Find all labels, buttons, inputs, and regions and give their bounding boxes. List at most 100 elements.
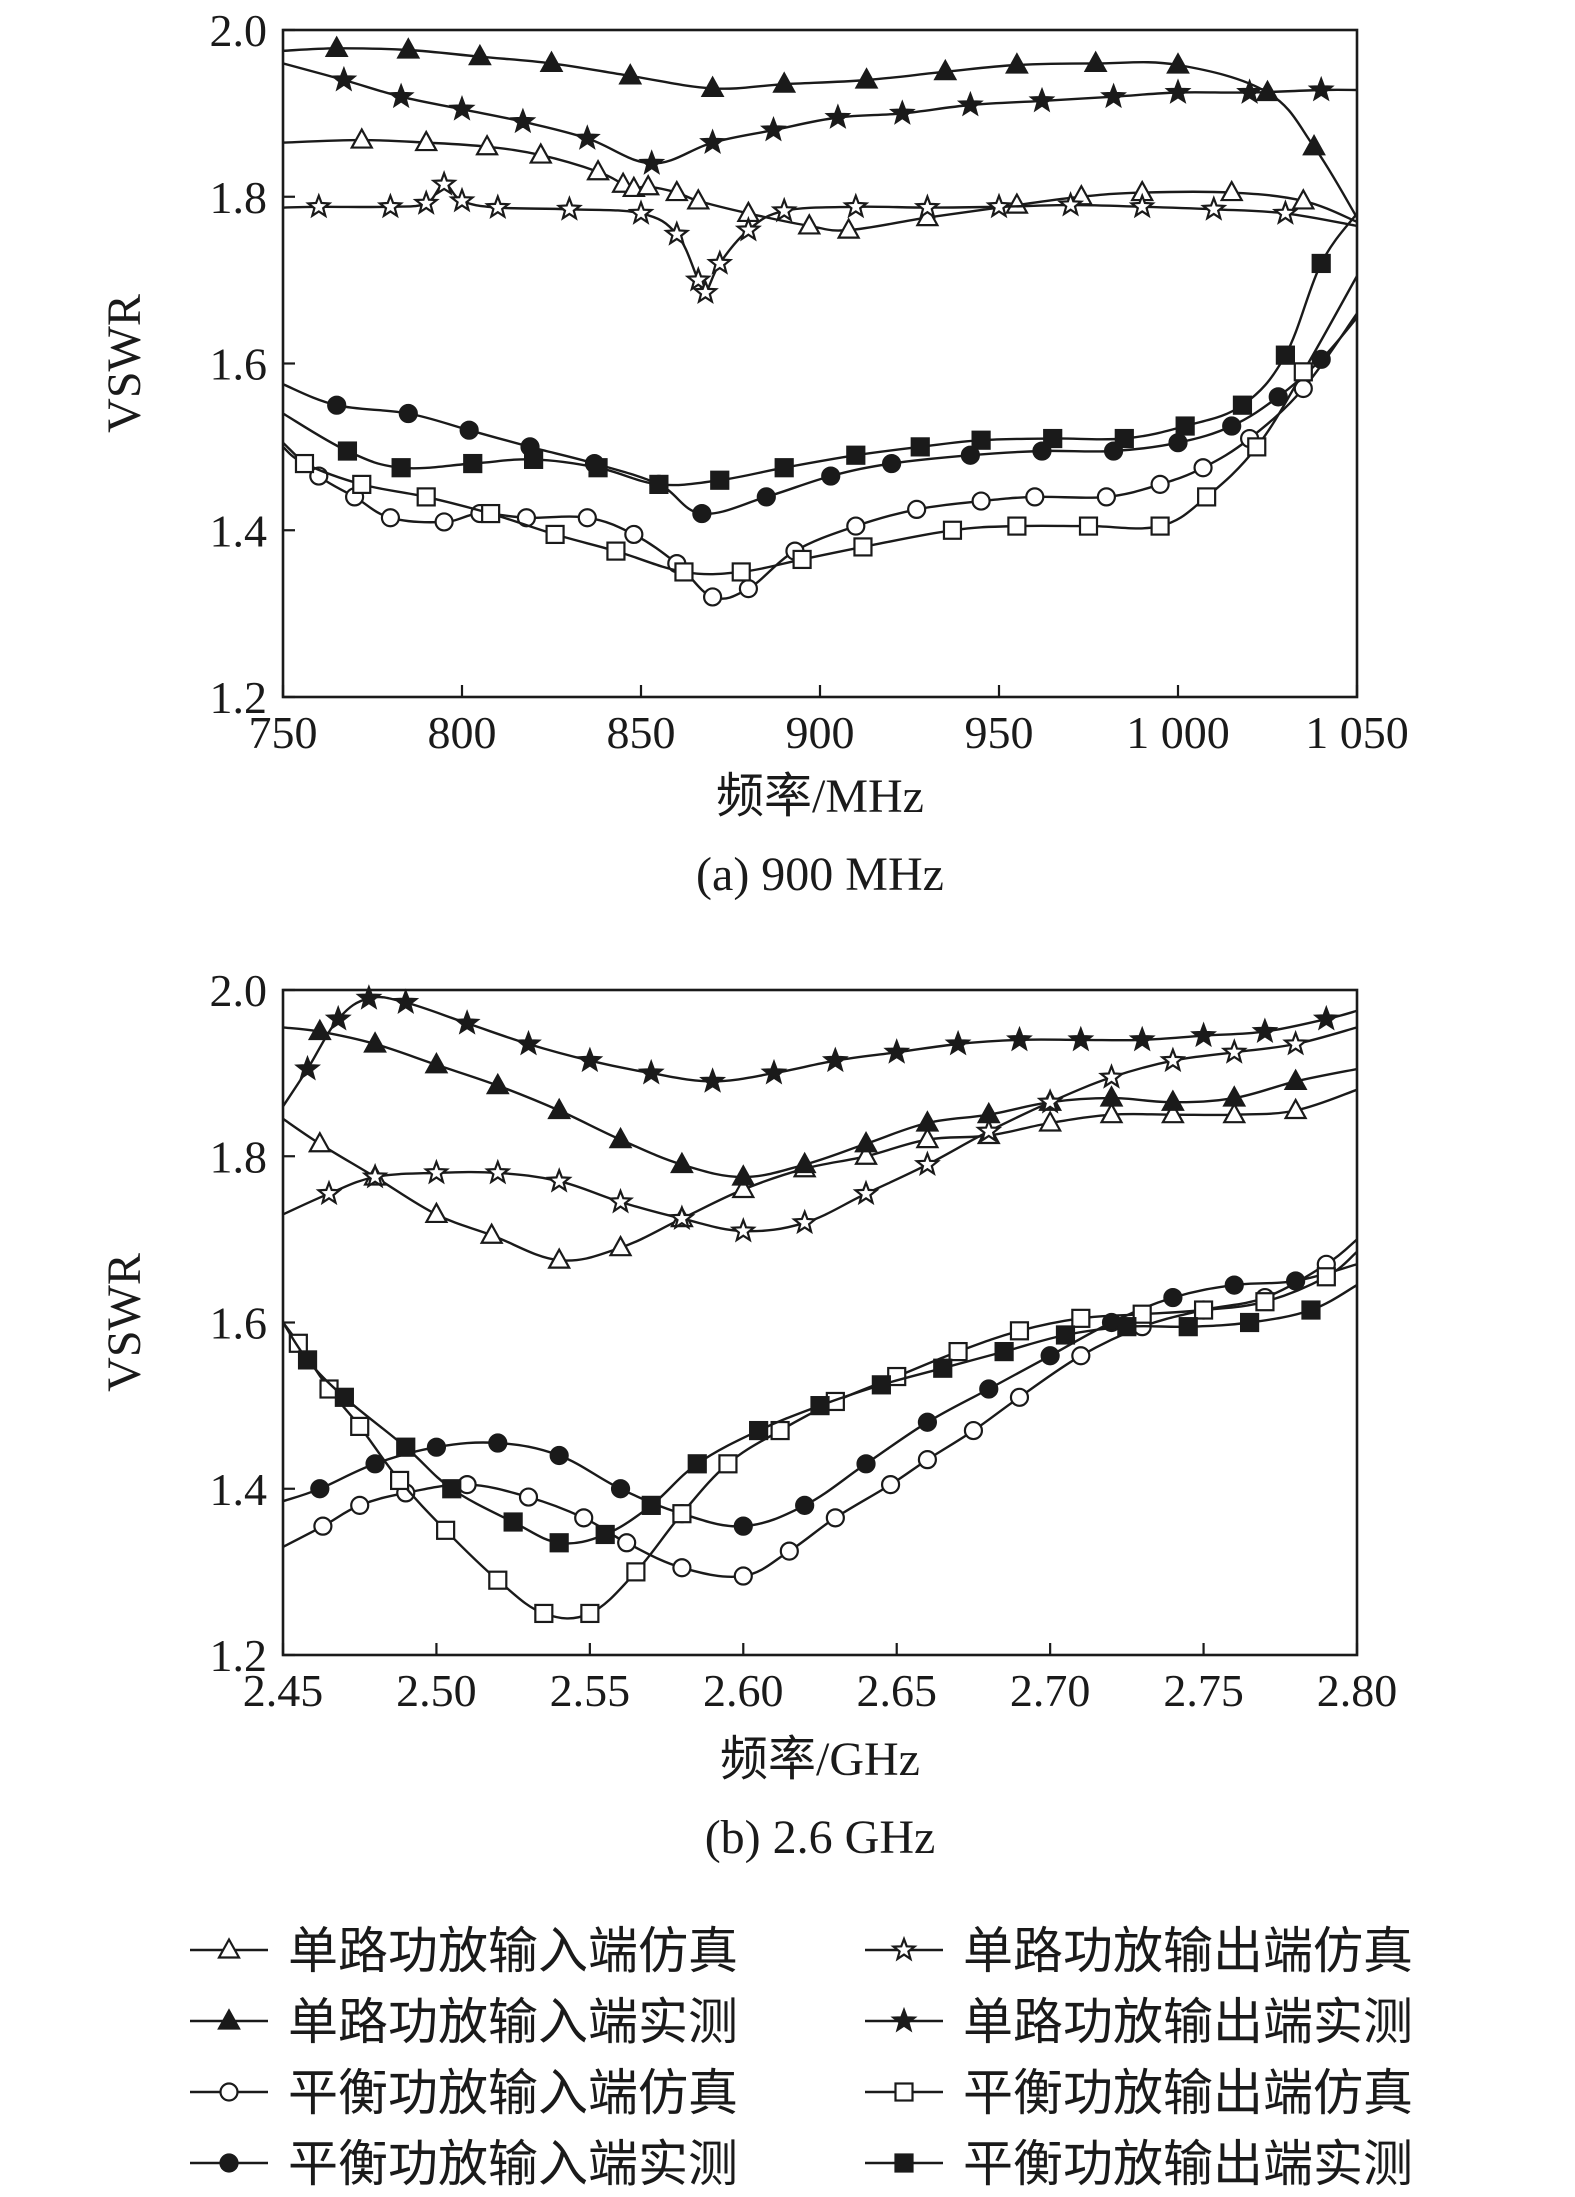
data-point-star-filled [330, 65, 358, 92]
data-point-square-filled [641, 1495, 661, 1515]
data-point-square-filled [810, 1396, 830, 1416]
y-tick-label: 1.2 [210, 672, 268, 723]
data-point-triangle-open [797, 213, 822, 235]
data-point-star-filled [448, 95, 476, 121]
data-point-triangle-filled [485, 1072, 510, 1095]
legend-marker-square-filled [894, 2153, 914, 2173]
data-point-star-filled [1006, 1025, 1033, 1052]
series-triangle-filled [283, 35, 1357, 219]
data-point-circle-open [1150, 474, 1170, 494]
data-point-triangle-filled [324, 35, 349, 57]
legend-item: 平衡功放输入端实测 [190, 2136, 738, 2192]
y-tick-label: 2.0 [210, 5, 268, 56]
data-point-square-filled [994, 1341, 1014, 1362]
data-point-square-open [1247, 437, 1267, 457]
data-point-triangle-filled [307, 1018, 332, 1041]
data-point-circle-filled [1222, 416, 1242, 436]
chart-900mhz: 750 800 850 900 950 1 000 1 050 1.2 1.4 1.6 1.8 2.0… [98, 5, 1409, 901]
y-tick-label: 1.4 [210, 1464, 268, 1515]
data-point-circle-open [963, 1420, 984, 1441]
data-point-circle-filled [1168, 433, 1188, 453]
data-point-star-filled [1128, 1025, 1156, 1052]
legend-item: 单路功放输出端实测 [865, 1994, 1413, 2050]
series-line-triangle-filled [283, 1026, 1357, 1179]
data-point-star-filled [824, 103, 852, 129]
series-circle-open [283, 312, 1357, 607]
data-point-star-open [1271, 199, 1299, 225]
legend-item: 平衡功放输入端仿真 [190, 2065, 738, 2121]
data-point-square-filled [1043, 428, 1063, 449]
data-point-circle-filled [1163, 1287, 1183, 1308]
data-point-star-open [791, 1208, 819, 1235]
data-point-triangle-open [664, 179, 689, 202]
data-point-star-filled [638, 149, 666, 175]
data-point-circle-open [1193, 458, 1213, 478]
data-point-circle-filled [310, 1479, 330, 1499]
data-point-triangle-open [586, 158, 610, 181]
data-point-square-filled [595, 1524, 615, 1545]
series-star-filled [283, 62, 1357, 175]
x-tick-label: 2.45 [243, 1665, 324, 1716]
data-point-square-open [1255, 1292, 1275, 1312]
data-point-square-filled [463, 453, 483, 474]
data-point-square-open [792, 549, 812, 570]
data-point-circle-filled [756, 487, 776, 507]
data-point-circle-open [313, 1516, 333, 1536]
legend-label: 单路功放输出端实测 [963, 1994, 1413, 2050]
data-point-star-open [607, 1187, 634, 1214]
data-point-triangle-open [349, 127, 374, 149]
data-point-circle-filled [365, 1454, 385, 1474]
chart-caption: (b) 2.6 GHz [705, 1811, 936, 1864]
data-point-star-filled [1067, 1025, 1095, 1052]
data-point-square-open [350, 1416, 370, 1437]
series-star-filled [283, 984, 1357, 1108]
data-point-square-filled [549, 1533, 569, 1553]
data-point-circle-open [846, 516, 866, 536]
data-point-square-filled [910, 437, 930, 457]
legend-label: 单路功放输入端实测 [288, 1994, 738, 2050]
data-point-square-open [1150, 516, 1170, 536]
data-point-square-open [481, 503, 501, 524]
series-line-triangle-open [283, 1088, 1357, 1262]
data-point-star-open [729, 1216, 757, 1243]
data-point-square-open [672, 1504, 692, 1524]
data-point-circle-filled [960, 445, 980, 465]
data-point-square-open [1007, 516, 1027, 536]
data-point-star-open [734, 215, 762, 242]
y-tick-label: 1.6 [210, 339, 268, 390]
data-point-square-open [1193, 1300, 1214, 1320]
data-point-triangle-filled [1302, 133, 1326, 156]
data-point-triangle-filled [915, 1110, 940, 1132]
data-point-star-filled [699, 128, 727, 155]
data-point-star-filled [637, 1058, 665, 1085]
series-line-circle-filled [283, 316, 1357, 516]
data-point-square-open [1197, 487, 1217, 507]
data-point-star-filled [387, 82, 415, 109]
data-point-star-filled [294, 1054, 321, 1081]
series-circle-filled [283, 1263, 1357, 1536]
data-point-star-filled [1251, 1017, 1279, 1044]
data-point-triangle-filled [539, 50, 564, 72]
data-point-square-filled [971, 430, 991, 450]
data-point-star-open [555, 195, 583, 221]
data-point-triangle-open [1291, 188, 1316, 210]
data-point-star-filled [883, 1038, 911, 1064]
series-line-star-filled [283, 62, 1357, 165]
x-tick-label: 2.65 [856, 1665, 937, 1716]
data-point-triangle-open [479, 1222, 504, 1244]
data-point-star-filled [1312, 1004, 1340, 1031]
y-axis-label: VSWR [98, 1253, 151, 1392]
series-square-open [283, 275, 1357, 582]
x-tick-label: 750 [249, 707, 318, 758]
data-point-square-open [580, 1603, 600, 1624]
legend-label: 平衡功放输入端实测 [288, 2136, 738, 2192]
data-point-triangle-filled [618, 63, 643, 85]
data-point-triangle-open [424, 1201, 449, 1224]
data-point-square-filled [1178, 1317, 1198, 1337]
data-point-square-filled [1301, 1300, 1321, 1320]
x-tick-label: 900 [786, 707, 855, 758]
data-point-star-open [913, 193, 941, 220]
chart-2-6ghz: 2.45 2.50 2.55 2.60 2.65 2.70 2.75 2.80 1.2 1.4 1.… [98, 965, 1397, 1864]
data-point-star-filled [1100, 82, 1127, 109]
